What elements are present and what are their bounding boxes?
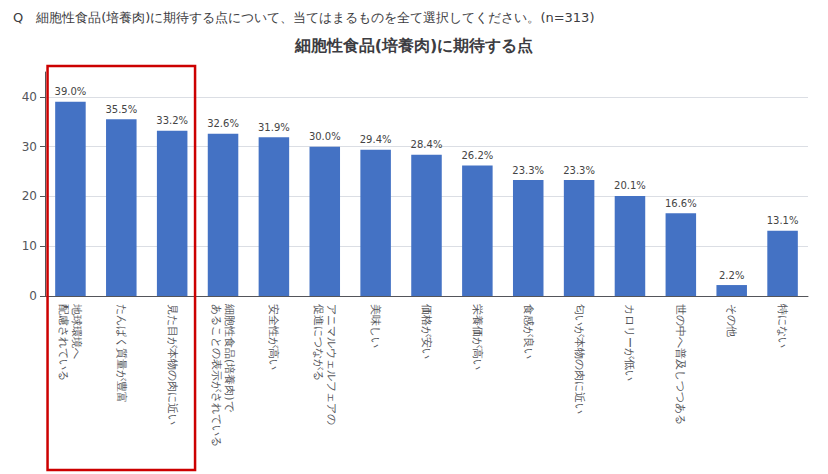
svg-text:32.6%: 32.6% — [207, 118, 239, 129]
svg-text:アニマルウェルフェアの: アニマルウェルフェアの — [325, 304, 338, 425]
svg-text:16.6%: 16.6% — [665, 198, 697, 209]
svg-text:栄養価が高い: 栄養価が高い — [471, 304, 484, 370]
svg-text:13.1%: 13.1% — [767, 215, 799, 226]
svg-text:世の中へ普及しつつある: 世の中へ普及しつつある — [674, 304, 687, 425]
svg-text:39.0%: 39.0% — [55, 86, 87, 97]
svg-text:33.2%: 33.2% — [156, 115, 188, 126]
svg-text:40: 40 — [22, 90, 37, 104]
svg-text:26.2%: 26.2% — [461, 150, 493, 161]
svg-text:安全性が高い: 安全性が高い — [267, 304, 280, 370]
svg-text:20: 20 — [22, 189, 37, 203]
svg-text:35.5%: 35.5% — [105, 104, 137, 115]
svg-text:特にない: 特にない — [776, 304, 789, 348]
svg-text:その他: その他 — [725, 304, 738, 337]
svg-text:0: 0 — [29, 289, 37, 303]
svg-text:見た目が本物の肉に近い: 見た目が本物の肉に近い — [166, 304, 179, 425]
svg-text:30.0%: 30.0% — [309, 131, 341, 142]
svg-text:カロリーが低い: カロリーが低い — [623, 304, 636, 381]
svg-text:10: 10 — [22, 239, 37, 253]
svg-text:食感が良い: 食感が良い — [522, 304, 535, 359]
svg-text:28.4%: 28.4% — [411, 139, 443, 150]
svg-text:23.3%: 23.3% — [512, 165, 544, 176]
svg-text:配慮されている: 配慮されている — [57, 304, 70, 381]
svg-text:たんぱく質量が豊富: たんぱく質量が豊富 — [115, 304, 128, 403]
svg-text:地球環境へ: 地球環境へ — [70, 303, 83, 359]
svg-text:30: 30 — [22, 140, 37, 154]
svg-text:細胞性食品(培養肉)に期待する点: 細胞性食品(培養肉)に期待する点 — [294, 36, 534, 55]
svg-text:31.9%: 31.9% — [258, 122, 290, 133]
svg-text:細胞性食品(培養肉)で: 細胞性食品(培養肉)で — [223, 303, 236, 413]
svg-text:あることの表示がされている: あることの表示がされている — [210, 304, 223, 447]
svg-text:29.4%: 29.4% — [360, 134, 392, 145]
svg-text:促進につながる: 促進につながる — [312, 304, 325, 381]
svg-text:2.2%: 2.2% — [719, 270, 744, 281]
svg-text:23.3%: 23.3% — [563, 165, 595, 176]
svg-text:価格が安い: 価格が安い — [420, 304, 433, 359]
svg-text:Q 細胞性食品(培養肉)に期待する点について、当てはまるもの: Q 細胞性食品(培養肉)に期待する点について、当てはまるものを全て選択してくださ… — [13, 10, 594, 25]
svg-text:美味しい: 美味しい — [369, 304, 382, 348]
svg-text:20.1%: 20.1% — [614, 180, 646, 191]
svg-text:匂いが本物の肉に近い: 匂いが本物の肉に近い — [573, 304, 586, 414]
